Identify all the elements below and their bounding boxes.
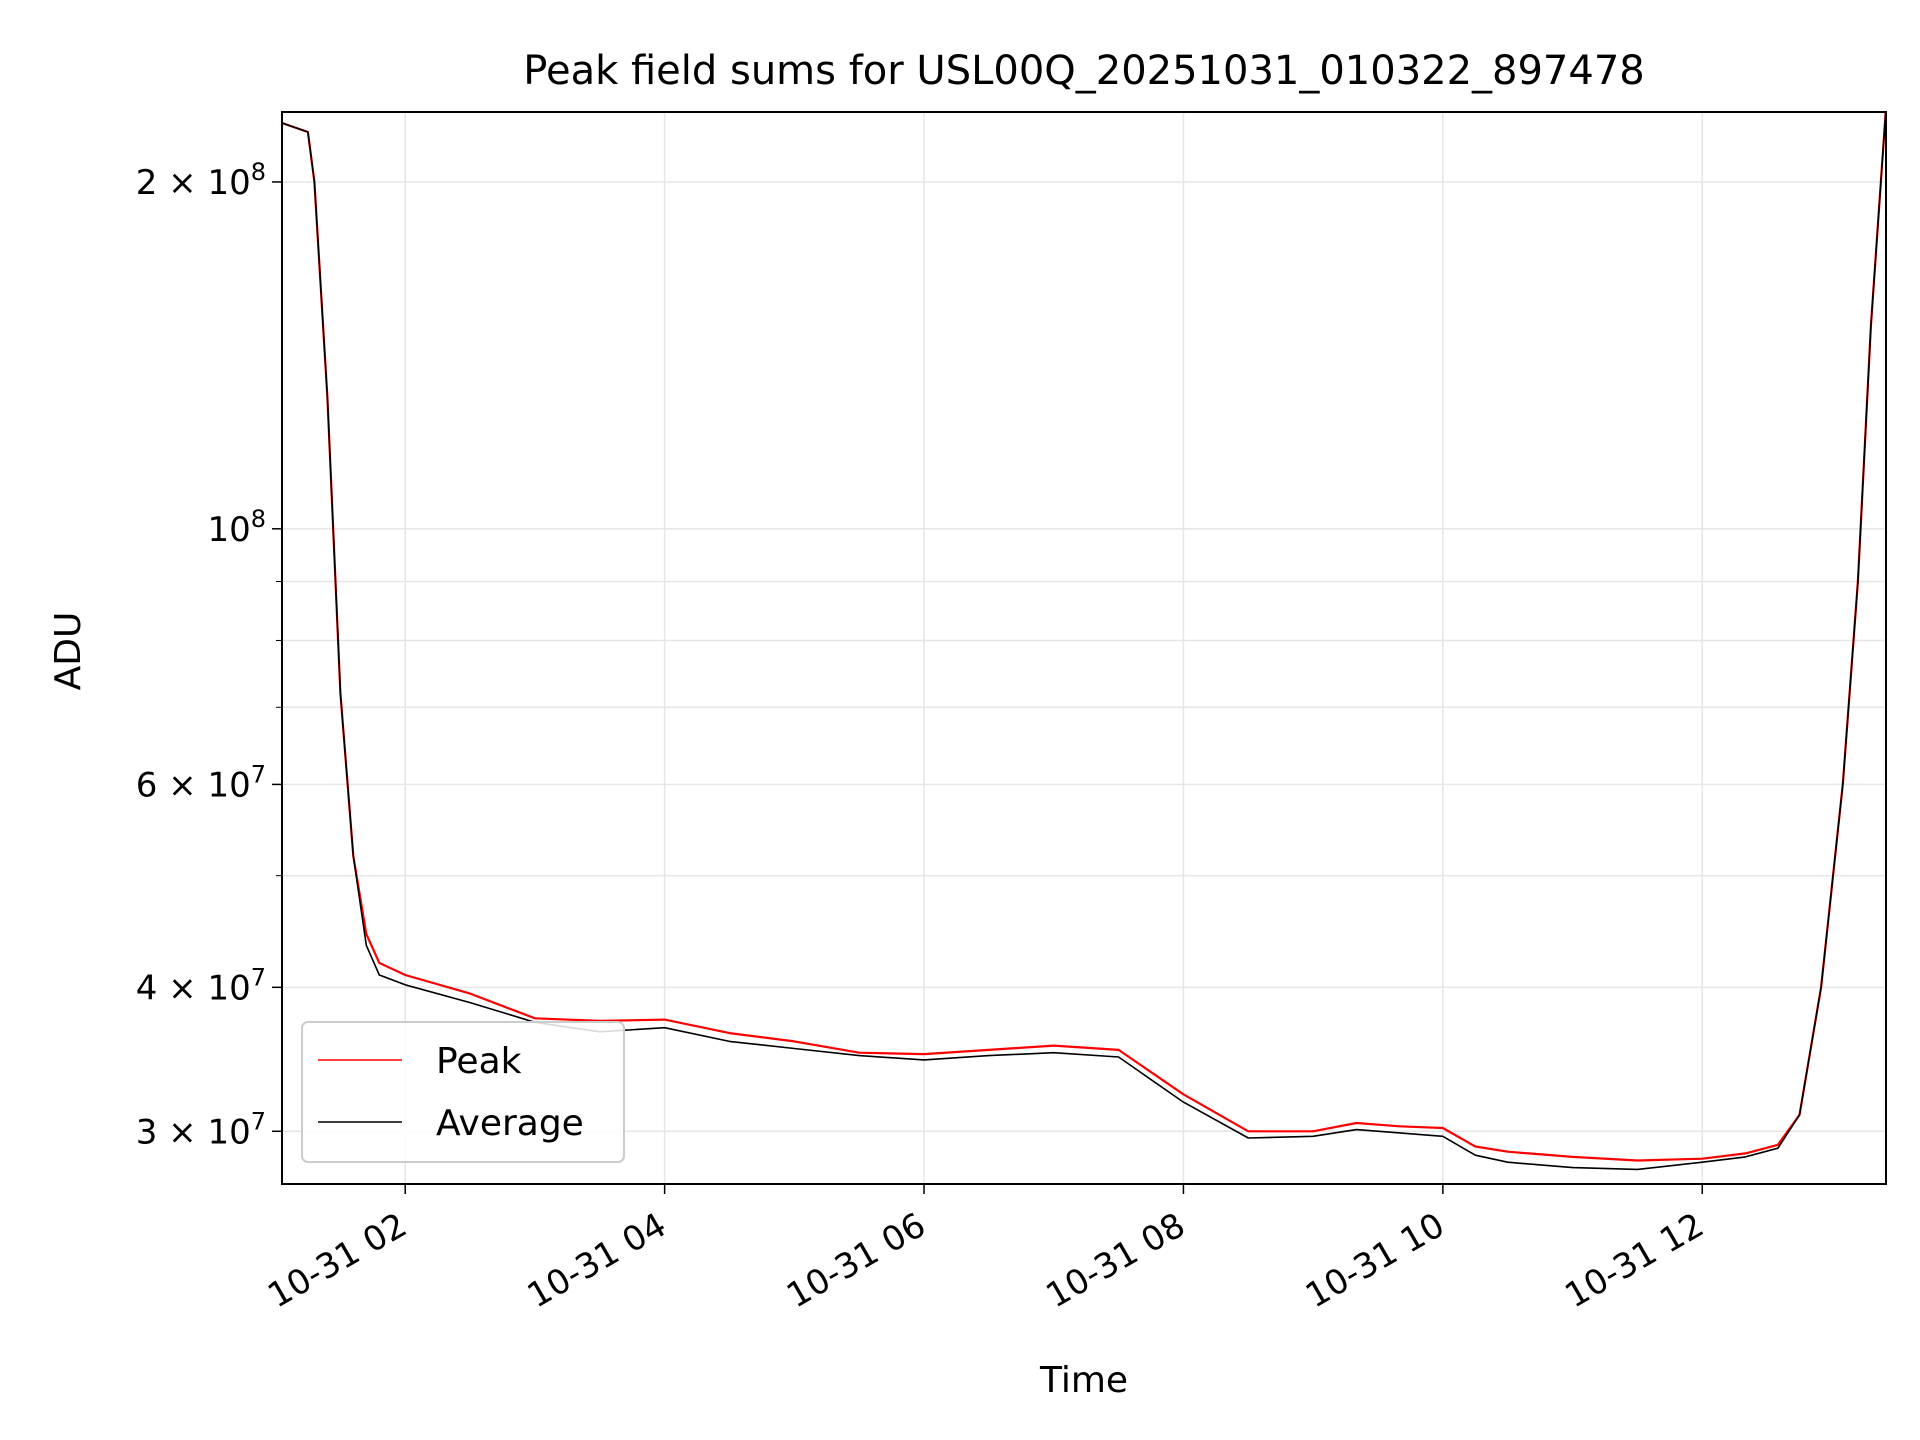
grid-lines bbox=[282, 112, 1886, 1184]
legend-average-label: Average bbox=[436, 1103, 584, 1144]
chart-title: Peak field sums for USL00Q_20251031_0103… bbox=[523, 48, 1644, 94]
y-tick-label: 3 × 107 bbox=[136, 1107, 266, 1152]
y-tick-label: 6 × 107 bbox=[136, 760, 266, 805]
legend-peak-label: Peak bbox=[436, 1041, 522, 1082]
y-axis-label: ADU bbox=[48, 612, 89, 691]
series-line-average bbox=[282, 112, 1886, 1171]
plot-frame bbox=[281, 111, 1887, 1185]
series-line-peak bbox=[282, 112, 1886, 1162]
x-axis-label: Time bbox=[1039, 1360, 1128, 1401]
data-series bbox=[282, 112, 1886, 1171]
y-tick-label: 108 bbox=[207, 505, 266, 550]
legend: Peak Average bbox=[301, 1021, 625, 1163]
legend-box bbox=[301, 1021, 625, 1163]
y-tick-label: 2 × 108 bbox=[136, 158, 266, 203]
y-tick-label: 4 × 107 bbox=[136, 963, 266, 1008]
